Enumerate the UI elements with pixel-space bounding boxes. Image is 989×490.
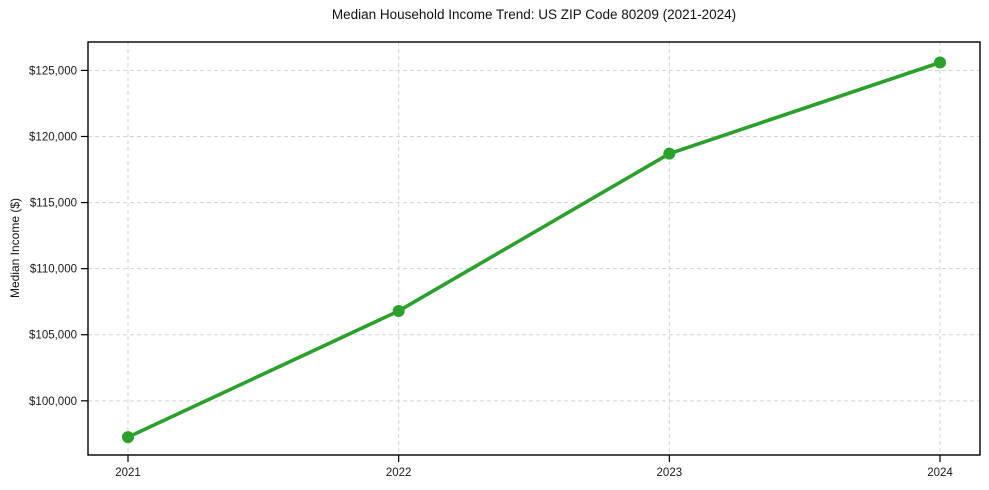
trend-line <box>126 60 942 439</box>
y-tick-label: $115,000 <box>30 198 77 210</box>
x-tick-label: 2021 <box>115 467 141 479</box>
data-point-marker <box>392 304 405 317</box>
y-tick-label: $125,000 <box>29 65 77 77</box>
y-tick-label: $120,000 <box>29 131 77 143</box>
y-tick-label: $105,000 <box>29 330 77 342</box>
x-tick-label: 2022 <box>386 467 412 479</box>
data-point-marker <box>663 147 676 160</box>
x-tick-label: 2023 <box>657 467 683 479</box>
x-tick-label: 2024 <box>927 467 953 479</box>
plot-spines <box>87 41 981 456</box>
chart-title: Median Household Income Trend: US ZIP Co… <box>331 7 737 22</box>
y-tick-label: $100,000 <box>29 396 77 408</box>
y-tick-label: $110,000 <box>30 264 77 276</box>
data-point-marker <box>934 56 946 69</box>
data-point-marker <box>122 431 134 444</box>
